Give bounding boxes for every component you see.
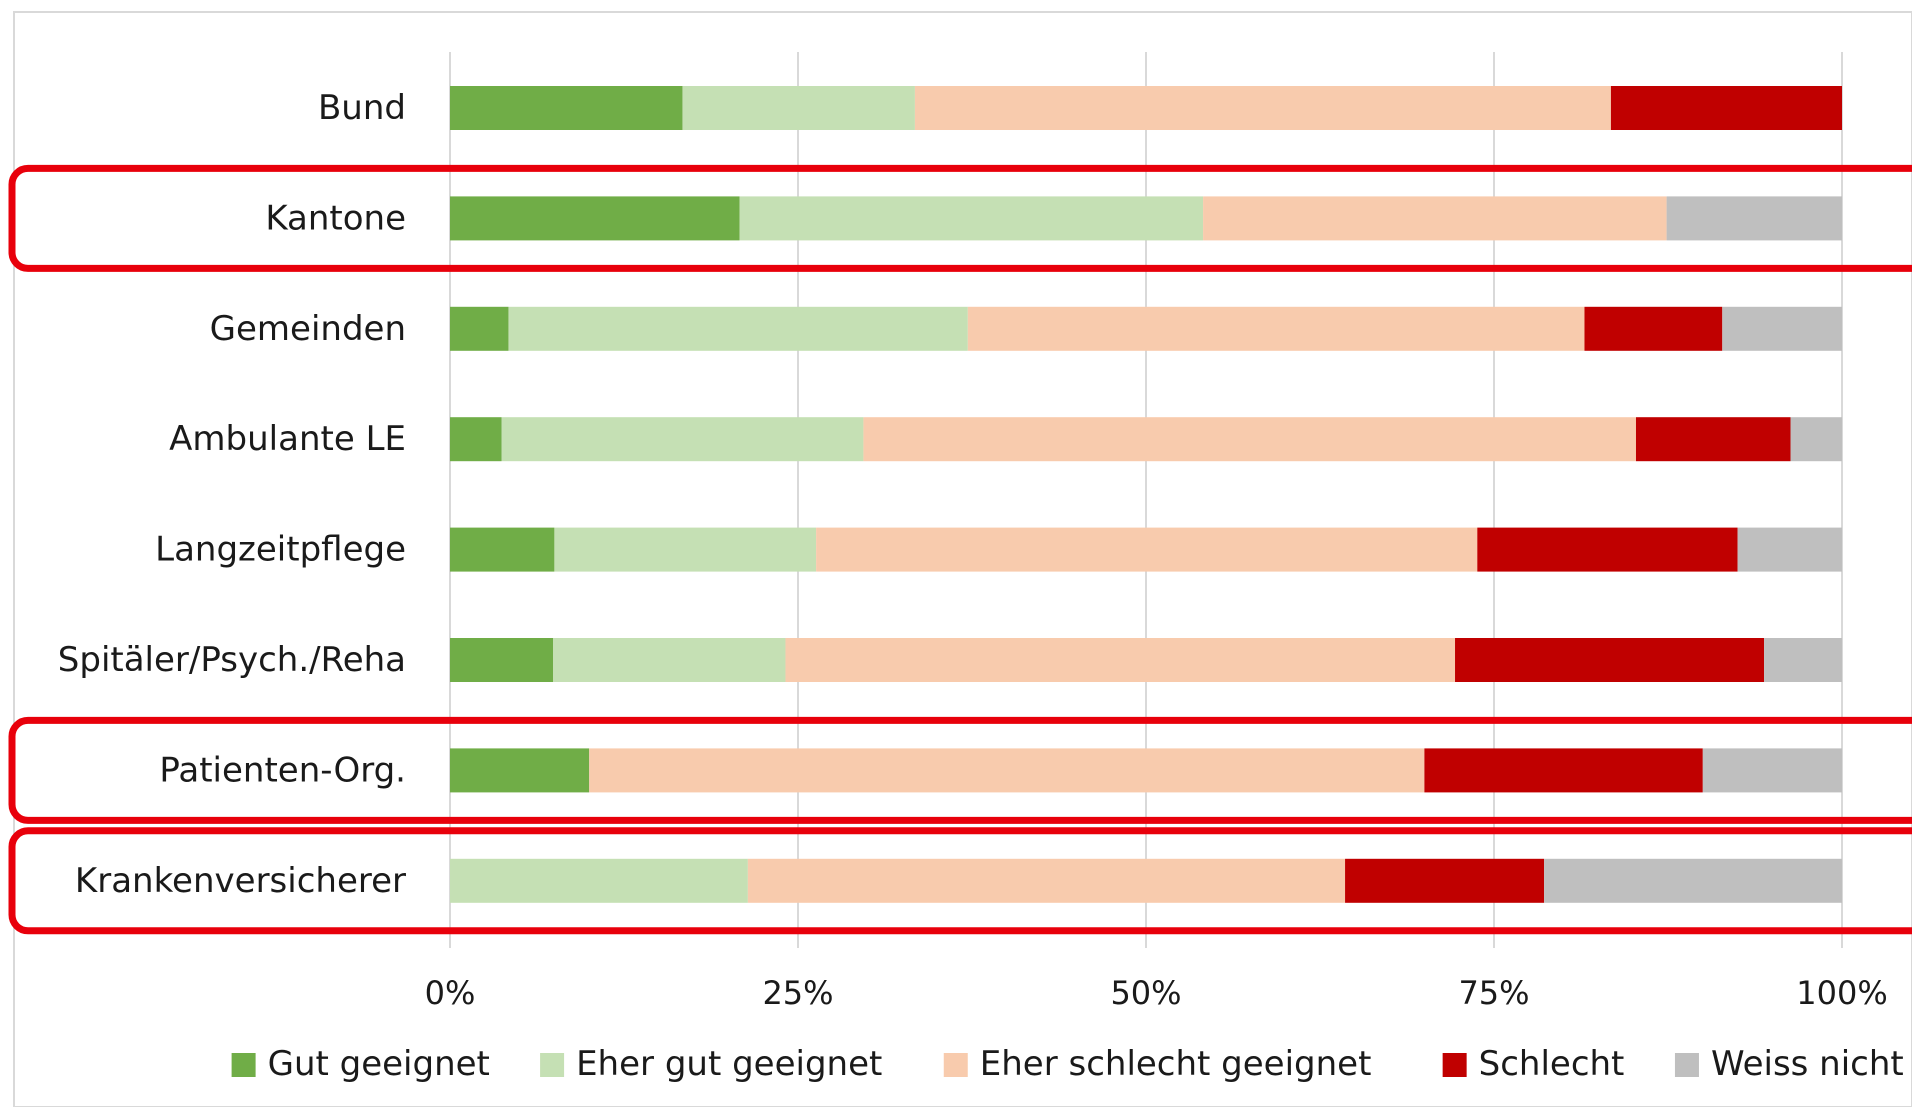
- bar-weiss-nicht: [1722, 306, 1842, 351]
- legend-swatch-schlecht: [1442, 1053, 1467, 1077]
- legend: Gut geeignet Eher gut geeignet Eher schlec…: [231, 1044, 1904, 1084]
- bar-gut-geeignet: [450, 417, 502, 462]
- bar-eher-schlecht-geeignet: [747, 858, 1346, 903]
- bar-eher-gut-geeignet: [739, 196, 1204, 241]
- bar-schlecht: [1635, 417, 1791, 462]
- legend-label-eher-gut-geeignet: Eher gut geeignet: [576, 1044, 882, 1084]
- bar-eher-schlecht-geeignet: [967, 306, 1585, 351]
- legend-label-weiss-nicht: Weiss nicht: [1711, 1044, 1904, 1084]
- bar-eher-gut-geeignet: [450, 858, 748, 903]
- category-label: Spitäler/Psych./Reha: [58, 640, 406, 680]
- legend-swatch-weiss-nicht: [1674, 1053, 1699, 1077]
- highlight-box-krankenversicherer: [8, 827, 1912, 935]
- bar-schlecht: [1477, 527, 1738, 572]
- category-label: Bund: [318, 88, 406, 128]
- bar-eher-schlecht-geeignet: [589, 748, 1425, 793]
- category-label: Patienten-Org.: [159, 750, 406, 790]
- x-axis-tick-labels: 0% 25% 50% 75% 100%: [425, 974, 1888, 1012]
- category-labels: Bund Kantone Gemeinden Ambulante LE Langzeit…: [58, 88, 406, 901]
- bar-weiss-nicht: [1666, 196, 1842, 241]
- x-tick-label: 25%: [762, 974, 833, 1012]
- bar-eher-schlecht-geeignet: [914, 86, 1611, 130]
- category-label: Gemeinden: [210, 309, 406, 349]
- bar-gut-geeignet: [450, 748, 590, 793]
- bar-weiss-nicht: [1790, 417, 1842, 462]
- bar-weiss-nicht: [1737, 527, 1842, 572]
- bar-eher-gut-geeignet: [501, 417, 864, 462]
- bar-gut-geeignet: [450, 196, 740, 241]
- bar-schlecht: [1424, 748, 1703, 793]
- bar-eher-gut-geeignet: [682, 86, 915, 130]
- bar-gut-geeignet: [450, 306, 509, 351]
- x-tick-label: 75%: [1458, 974, 1529, 1012]
- x-tick-label: 100%: [1796, 974, 1887, 1012]
- bar-weiss-nicht: [1702, 748, 1842, 793]
- bar-gut-geeignet: [450, 638, 554, 682]
- bar-eher-schlecht-geeignet: [1203, 196, 1667, 241]
- bar-weiss-nicht: [1544, 858, 1842, 903]
- bars: [450, 86, 1842, 903]
- highlight-box-patienten-org: [8, 716, 1912, 824]
- bar-schlecht: [1610, 86, 1842, 130]
- category-label: Langzeitpflege: [155, 530, 406, 570]
- bar-eher-schlecht-geeignet: [863, 417, 1636, 462]
- category-label: Kantone: [265, 198, 406, 238]
- bar-eher-schlecht-geeignet: [785, 638, 1456, 682]
- bar-weiss-nicht: [1764, 638, 1842, 682]
- x-tick-label: 50%: [1110, 974, 1181, 1012]
- x-tick-label: 0%: [425, 974, 476, 1012]
- bar-eher-schlecht-geeignet: [816, 527, 1478, 572]
- bar-schlecht: [1345, 858, 1545, 903]
- bar-schlecht: [1584, 306, 1723, 351]
- category-label: Krankenversicherer: [75, 861, 406, 901]
- legend-label-eher-schlecht-geeignet: Eher schlecht geeignet: [980, 1044, 1372, 1084]
- highlight-boxes: [8, 164, 1912, 935]
- legend-label-schlecht: Schlecht: [1479, 1044, 1625, 1084]
- highlight-box-kantone: [8, 164, 1912, 272]
- legend-swatch-eher-gut-geeignet: [540, 1053, 565, 1077]
- legend-swatch-eher-schlecht-geeignet: [943, 1053, 968, 1077]
- bar-eher-gut-geeignet: [554, 527, 817, 572]
- bar-gut-geeignet: [450, 86, 683, 130]
- bar-gut-geeignet: [450, 527, 555, 572]
- bar-eher-gut-geeignet: [508, 306, 968, 351]
- category-label: Ambulante LE: [169, 419, 406, 459]
- bar-schlecht: [1455, 638, 1765, 682]
- bar-eher-gut-geeignet: [553, 638, 786, 682]
- legend-label-gut-geeignet: Gut geeignet: [268, 1044, 490, 1084]
- legend-swatch-gut-geeignet: [231, 1053, 256, 1077]
